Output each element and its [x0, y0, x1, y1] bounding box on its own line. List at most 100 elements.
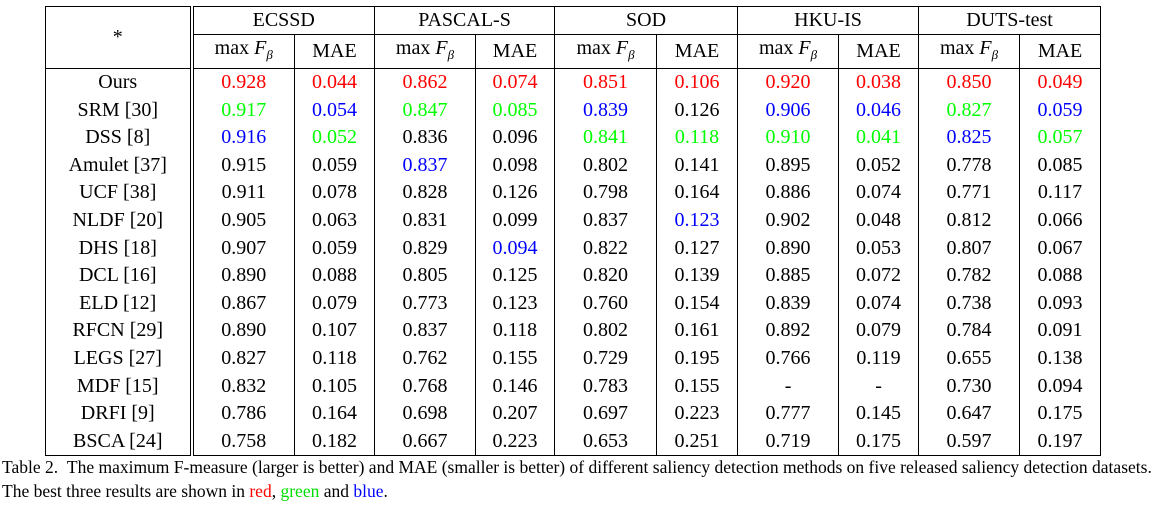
- fmax-value: 0.802: [554, 151, 658, 180]
- fmax-value: 0.827: [918, 96, 1021, 125]
- fmax-value: 0.762: [374, 344, 476, 373]
- metric-header-mae: MAE: [656, 34, 739, 69]
- corner-cell: *: [45, 6, 194, 69]
- mae-value: -: [838, 372, 920, 401]
- mae-value: 0.096: [474, 124, 556, 152]
- mae-value: 0.146: [474, 372, 556, 401]
- mae-value: 0.053: [838, 234, 920, 263]
- mae-value: 0.093: [1019, 289, 1102, 318]
- mae-value: 0.139: [656, 262, 739, 290]
- method-name: Amulet [37]: [45, 151, 194, 180]
- fmax-value: 0.698: [374, 400, 476, 428]
- mae-value: 0.085: [1019, 151, 1102, 180]
- table-row: DCL [16] 0.890 0.088 0.805 0.125 0.820 0.139 0.…: [45, 262, 1102, 290]
- mae-value: 0.223: [474, 427, 556, 457]
- method-name: BSCA [24]: [45, 427, 194, 457]
- fmax-value: 0.719: [737, 427, 840, 457]
- mae-value: 0.182: [294, 427, 375, 457]
- fmax-value: 0.837: [374, 151, 476, 180]
- method-name: MDF [15]: [45, 372, 194, 401]
- mae-value: 0.063: [294, 206, 375, 235]
- method-name: ELD [12]: [45, 289, 194, 318]
- metric-header-mae: MAE: [1019, 34, 1102, 69]
- mae-value: 0.054: [294, 96, 375, 125]
- table-row: MDF [15] 0.832 0.105 0.768 0.146 0.783 0.155- -…: [45, 372, 1102, 401]
- mae-value: 0.052: [294, 124, 375, 152]
- table-row: SRM [30] 0.917 0.054 0.847 0.085 0.839 0.126 0.…: [45, 96, 1102, 125]
- fmax-sub: β: [991, 47, 999, 62]
- fmax-value: 0.905: [191, 206, 295, 235]
- fmax-value: 0.890: [191, 317, 295, 345]
- mae-value: 0.145: [838, 400, 920, 428]
- fmax-value: 0.839: [737, 289, 840, 318]
- fmax-value: 0.862: [374, 68, 476, 97]
- fmax-value: 0.839: [554, 96, 658, 125]
- mae-value: 0.197: [1019, 427, 1102, 457]
- metric-header-mae: MAE: [838, 34, 920, 69]
- caption-red: red: [249, 481, 272, 501]
- metric-header-mae: MAE: [294, 34, 375, 69]
- fmax-value: 0.822: [554, 234, 658, 263]
- mae-value: 0.048: [838, 206, 920, 235]
- mae-value: 0.118: [474, 317, 556, 345]
- mae-value: 0.074: [838, 179, 920, 207]
- fmax-value: 0.837: [374, 317, 476, 345]
- fmax-var: F: [615, 37, 629, 59]
- mae-value: 0.126: [474, 179, 556, 207]
- mae-value: 0.223: [656, 400, 739, 428]
- method-name: LEGS [27]: [45, 344, 194, 373]
- mae-value: 0.085: [474, 96, 556, 125]
- mae-value: 0.079: [294, 289, 375, 318]
- method-name: DHS [18]: [45, 234, 194, 263]
- mae-value: 0.207: [474, 400, 556, 428]
- fmax-value: 0.828: [374, 179, 476, 207]
- table-row: DSS [8] 0.916 0.052 0.836 0.096 0.841 0.118 0.9…: [45, 124, 1102, 152]
- mae-value: 0.074: [474, 68, 556, 97]
- dataset-header: DUTS-test: [918, 6, 1102, 35]
- mae-value: 0.164: [294, 400, 375, 428]
- results-table: * ECSSD PASCAL-S SOD HKU-IS DUTS-test max Fβ…: [45, 6, 1102, 457]
- mae-value: 0.098: [474, 151, 556, 180]
- dataset-header: SOD: [554, 6, 739, 35]
- fmax-value: 0.917: [191, 96, 295, 125]
- fmax-var: F: [435, 37, 448, 59]
- mae-value: 0.123: [656, 206, 739, 235]
- mae-value: 0.067: [1019, 234, 1102, 263]
- mae-value: 0.072: [838, 262, 920, 290]
- mae-value: 0.046: [838, 96, 920, 125]
- mae-value: 0.141: [656, 151, 739, 180]
- fmax-value: 0.782: [918, 262, 1021, 290]
- method-name: DCL [16]: [45, 262, 194, 290]
- metric-header-fmax: max Fβ: [554, 34, 658, 69]
- method-name: Ours: [45, 68, 194, 97]
- fmax-sub: β: [628, 47, 635, 62]
- fmax-value: 0.812: [918, 206, 1021, 235]
- fmax-value: 0.829: [374, 234, 476, 263]
- mae-value: 0.074: [838, 289, 920, 318]
- fmax-value: 0.831: [374, 206, 476, 235]
- fmax-value: 0.784: [918, 317, 1021, 345]
- fmax-value: 0.786: [191, 400, 295, 428]
- caption-and: and: [319, 481, 354, 501]
- caption-end: .: [383, 481, 388, 501]
- mae-value: 0.155: [656, 372, 739, 401]
- fmax-value: 0.820: [554, 262, 658, 290]
- fmax-value: -: [737, 372, 840, 401]
- mae-value: 0.044: [294, 68, 375, 97]
- mae-value: 0.059: [294, 151, 375, 180]
- fmax-prefix: max: [758, 37, 799, 59]
- mae-value: 0.154: [656, 289, 739, 318]
- table-row: UCF [38] 0.911 0.078 0.828 0.126 0.798 0.164 0.…: [45, 179, 1102, 207]
- metric-header-mae: MAE: [474, 34, 556, 69]
- method-name: SRM [30]: [45, 96, 194, 125]
- mae-value: 0.107: [294, 317, 375, 345]
- fmax-value: 0.890: [737, 234, 840, 263]
- mae-value: 0.105: [294, 372, 375, 401]
- fmax-value: 0.771: [918, 179, 1021, 207]
- mae-value: 0.078: [294, 179, 375, 207]
- fmax-value: 0.915: [191, 151, 295, 180]
- metric-header-fmax: max Fβ: [191, 34, 295, 69]
- method-name: DSS [8]: [45, 124, 194, 152]
- fmax-value: 0.827: [191, 344, 295, 373]
- table-row: DHS [18] 0.907 0.059 0.829 0.094 0.822 0.127 0.…: [45, 234, 1102, 263]
